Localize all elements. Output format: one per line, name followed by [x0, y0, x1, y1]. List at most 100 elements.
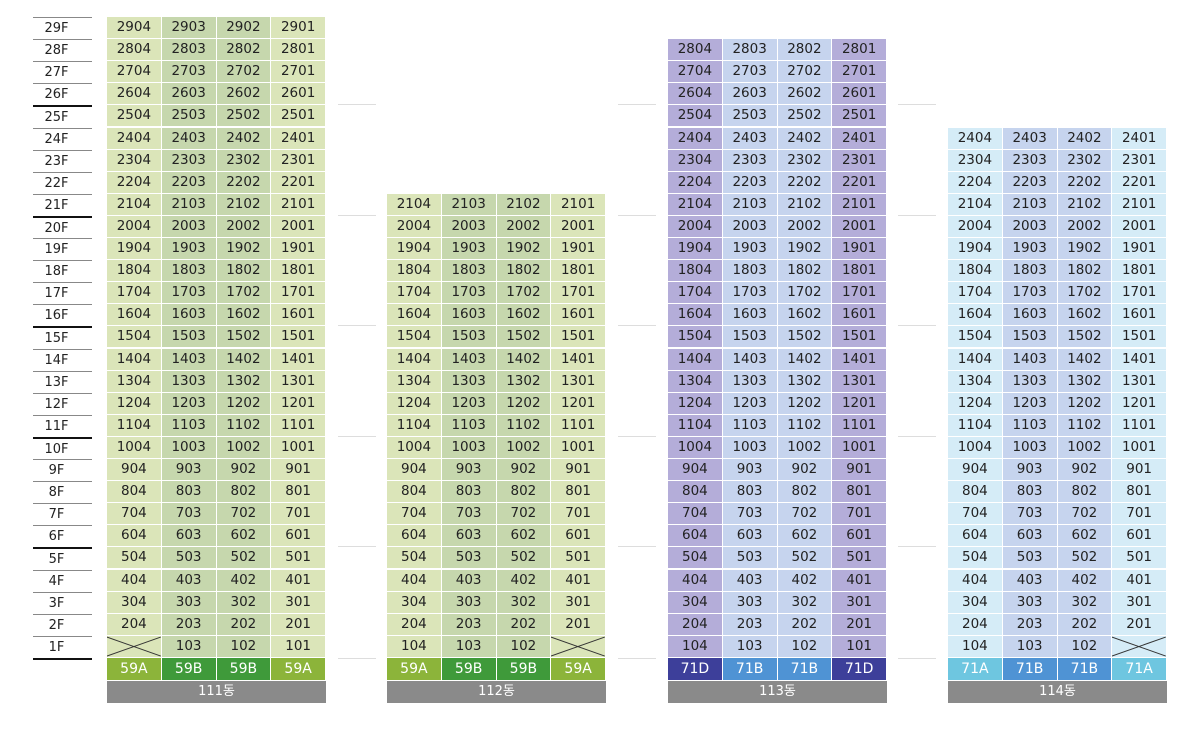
unit-cell: 2003 [161, 215, 217, 238]
unit-cell: 501 [832, 547, 887, 570]
unit-cell: 1203 [441, 392, 497, 415]
unit-cell: 802 [777, 481, 833, 504]
unit-cell: 202 [777, 613, 833, 636]
unit-cell: 402 [216, 569, 272, 592]
unit-cell: 1604 [668, 304, 723, 327]
unit-cell: 1802 [777, 260, 833, 283]
unit-cell: 1002 [777, 436, 833, 459]
unit-cell: 702 [1057, 503, 1113, 526]
unit-cell: 2302 [1057, 149, 1113, 172]
unit-cell: 803 [161, 481, 217, 504]
unit-cell: 2501 [271, 105, 326, 128]
unit-cell: 701 [1112, 503, 1167, 526]
unit-cell: 2103 [161, 193, 217, 216]
unit-cell: 2401 [1112, 127, 1167, 150]
unit-cell: 1702 [777, 282, 833, 305]
unit-cell: 2502 [777, 105, 833, 128]
unit-cell: 1603 [722, 304, 778, 327]
unit-cell: 1204 [107, 392, 162, 415]
unit-cell: 2003 [441, 215, 497, 238]
unit-cell: 1703 [441, 282, 497, 305]
unit-cell: 1404 [668, 348, 723, 371]
unit-cell: 2601 [832, 83, 887, 106]
unit-cell: 404 [107, 569, 162, 592]
unit-cell: 803 [441, 481, 497, 504]
unit-cell: 2602 [216, 83, 272, 106]
unit-cell: 802 [216, 481, 272, 504]
unit-cell: 303 [722, 591, 778, 614]
unit-cell: 1301 [832, 370, 887, 393]
floor-label: 28F [33, 39, 92, 61]
unit-cell: 2403 [722, 127, 778, 150]
unit-cell: 904 [107, 459, 162, 482]
unit-cell: 1203 [1002, 392, 1058, 415]
unit-cell: 2503 [722, 105, 778, 128]
unit-cell: 1904 [387, 238, 442, 261]
unit-cell: 603 [1002, 525, 1058, 548]
unit-cell: 1601 [551, 304, 606, 327]
floor-label: 1F [33, 635, 92, 658]
unit-cell: 403 [722, 569, 778, 592]
unit-cell: 1801 [551, 260, 606, 283]
unit-type-label: 59A [107, 658, 162, 680]
unit-cell: 502 [777, 547, 833, 570]
floor-label: 2F [33, 613, 92, 636]
unit-cell: 2002 [216, 215, 272, 238]
unit-cell: 2002 [777, 215, 833, 238]
unit-cell: 2003 [722, 215, 778, 238]
unit-cell: 503 [1002, 547, 1058, 570]
floor-label: 23F [33, 149, 92, 172]
unit-cell: 1003 [161, 436, 217, 459]
unit-type-label: 71B [1057, 658, 1113, 680]
empty-unit-cross-icon [1112, 635, 1167, 658]
unit-cell: 1603 [161, 304, 217, 327]
unit-type-label: 59B [161, 658, 217, 680]
floor-label: 29F [33, 17, 92, 39]
unit-cell: 601 [1112, 525, 1167, 548]
unit-cell: 202 [496, 613, 552, 636]
unit-cell: 103 [161, 635, 217, 658]
unit-cell: 1902 [216, 238, 272, 261]
unit-cell: 504 [387, 547, 442, 570]
unit-cell: 304 [668, 591, 723, 614]
unit-cell: 1101 [832, 414, 887, 437]
building-gap-divider [618, 435, 656, 437]
unit-cell: 1104 [107, 414, 162, 437]
unit-cell: 604 [107, 525, 162, 548]
unit-cell: 103 [722, 635, 778, 658]
unit-cell: 104 [948, 635, 1003, 658]
floor-label: 5F [33, 547, 92, 569]
unit-cell: 801 [551, 481, 606, 504]
unit-cell: 301 [551, 591, 606, 614]
unit-cell: 202 [1057, 613, 1113, 636]
unit-cell: 1901 [832, 238, 887, 261]
unit-cell: 1802 [496, 260, 552, 283]
unit-cell: 1704 [668, 282, 723, 305]
unit-cell: 801 [1112, 481, 1167, 504]
unit-cell: 1801 [1112, 260, 1167, 283]
unit-cell: 2002 [496, 215, 552, 238]
unit-cell: 703 [722, 503, 778, 526]
empty-unit-cross-icon [551, 635, 606, 658]
floor-label: 3F [33, 591, 92, 614]
unit-cell: 1602 [496, 304, 552, 327]
unit-cell: 901 [271, 459, 326, 482]
unit-cell: 1504 [668, 326, 723, 349]
unit-cell: 1001 [271, 436, 326, 459]
unit-cell: 1403 [441, 348, 497, 371]
unit-cell: 1503 [161, 326, 217, 349]
unit-cell: 1204 [948, 392, 1003, 415]
unit-cell: 1002 [216, 436, 272, 459]
unit-cell: 1701 [551, 282, 606, 305]
unit-cell: 1504 [107, 326, 162, 349]
unit-cell: 102 [216, 635, 272, 658]
unit-cell: 903 [441, 459, 497, 482]
unit-type-label: 59B [216, 658, 272, 680]
unit-cell: 1004 [387, 436, 442, 459]
unit-cell: 903 [1002, 459, 1058, 482]
unit-cell: 903 [722, 459, 778, 482]
unit-cell: 902 [1057, 459, 1113, 482]
unit-cell: 602 [1057, 525, 1113, 548]
unit-cell: 701 [271, 503, 326, 526]
unit-cell: 301 [271, 591, 326, 614]
